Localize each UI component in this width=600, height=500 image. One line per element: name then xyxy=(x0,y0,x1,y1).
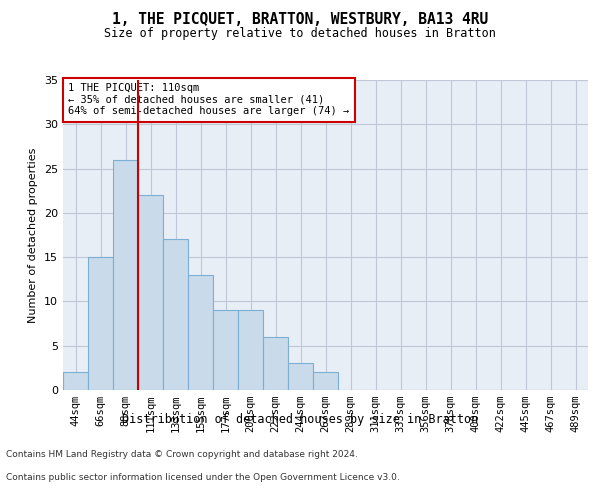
Bar xyxy=(188,275,213,390)
Bar xyxy=(313,372,338,390)
Bar xyxy=(113,160,138,390)
Bar xyxy=(138,195,163,390)
Text: 1, THE PICQUET, BRATTON, WESTBURY, BA13 4RU: 1, THE PICQUET, BRATTON, WESTBURY, BA13 … xyxy=(112,12,488,28)
Text: 1 THE PICQUET: 110sqm
← 35% of detached houses are smaller (41)
64% of semi-deta: 1 THE PICQUET: 110sqm ← 35% of detached … xyxy=(68,83,349,116)
Bar xyxy=(88,257,113,390)
Y-axis label: Number of detached properties: Number of detached properties xyxy=(28,148,38,322)
Bar xyxy=(213,310,238,390)
Text: Contains public sector information licensed under the Open Government Licence v3: Contains public sector information licen… xyxy=(6,472,400,482)
Bar xyxy=(263,337,288,390)
Text: Contains HM Land Registry data © Crown copyright and database right 2024.: Contains HM Land Registry data © Crown c… xyxy=(6,450,358,459)
Bar xyxy=(238,310,263,390)
Bar xyxy=(288,364,313,390)
Bar xyxy=(63,372,88,390)
Text: Distribution of detached houses by size in Bratton: Distribution of detached houses by size … xyxy=(122,412,478,426)
Bar xyxy=(163,240,188,390)
Text: Size of property relative to detached houses in Bratton: Size of property relative to detached ho… xyxy=(104,28,496,40)
